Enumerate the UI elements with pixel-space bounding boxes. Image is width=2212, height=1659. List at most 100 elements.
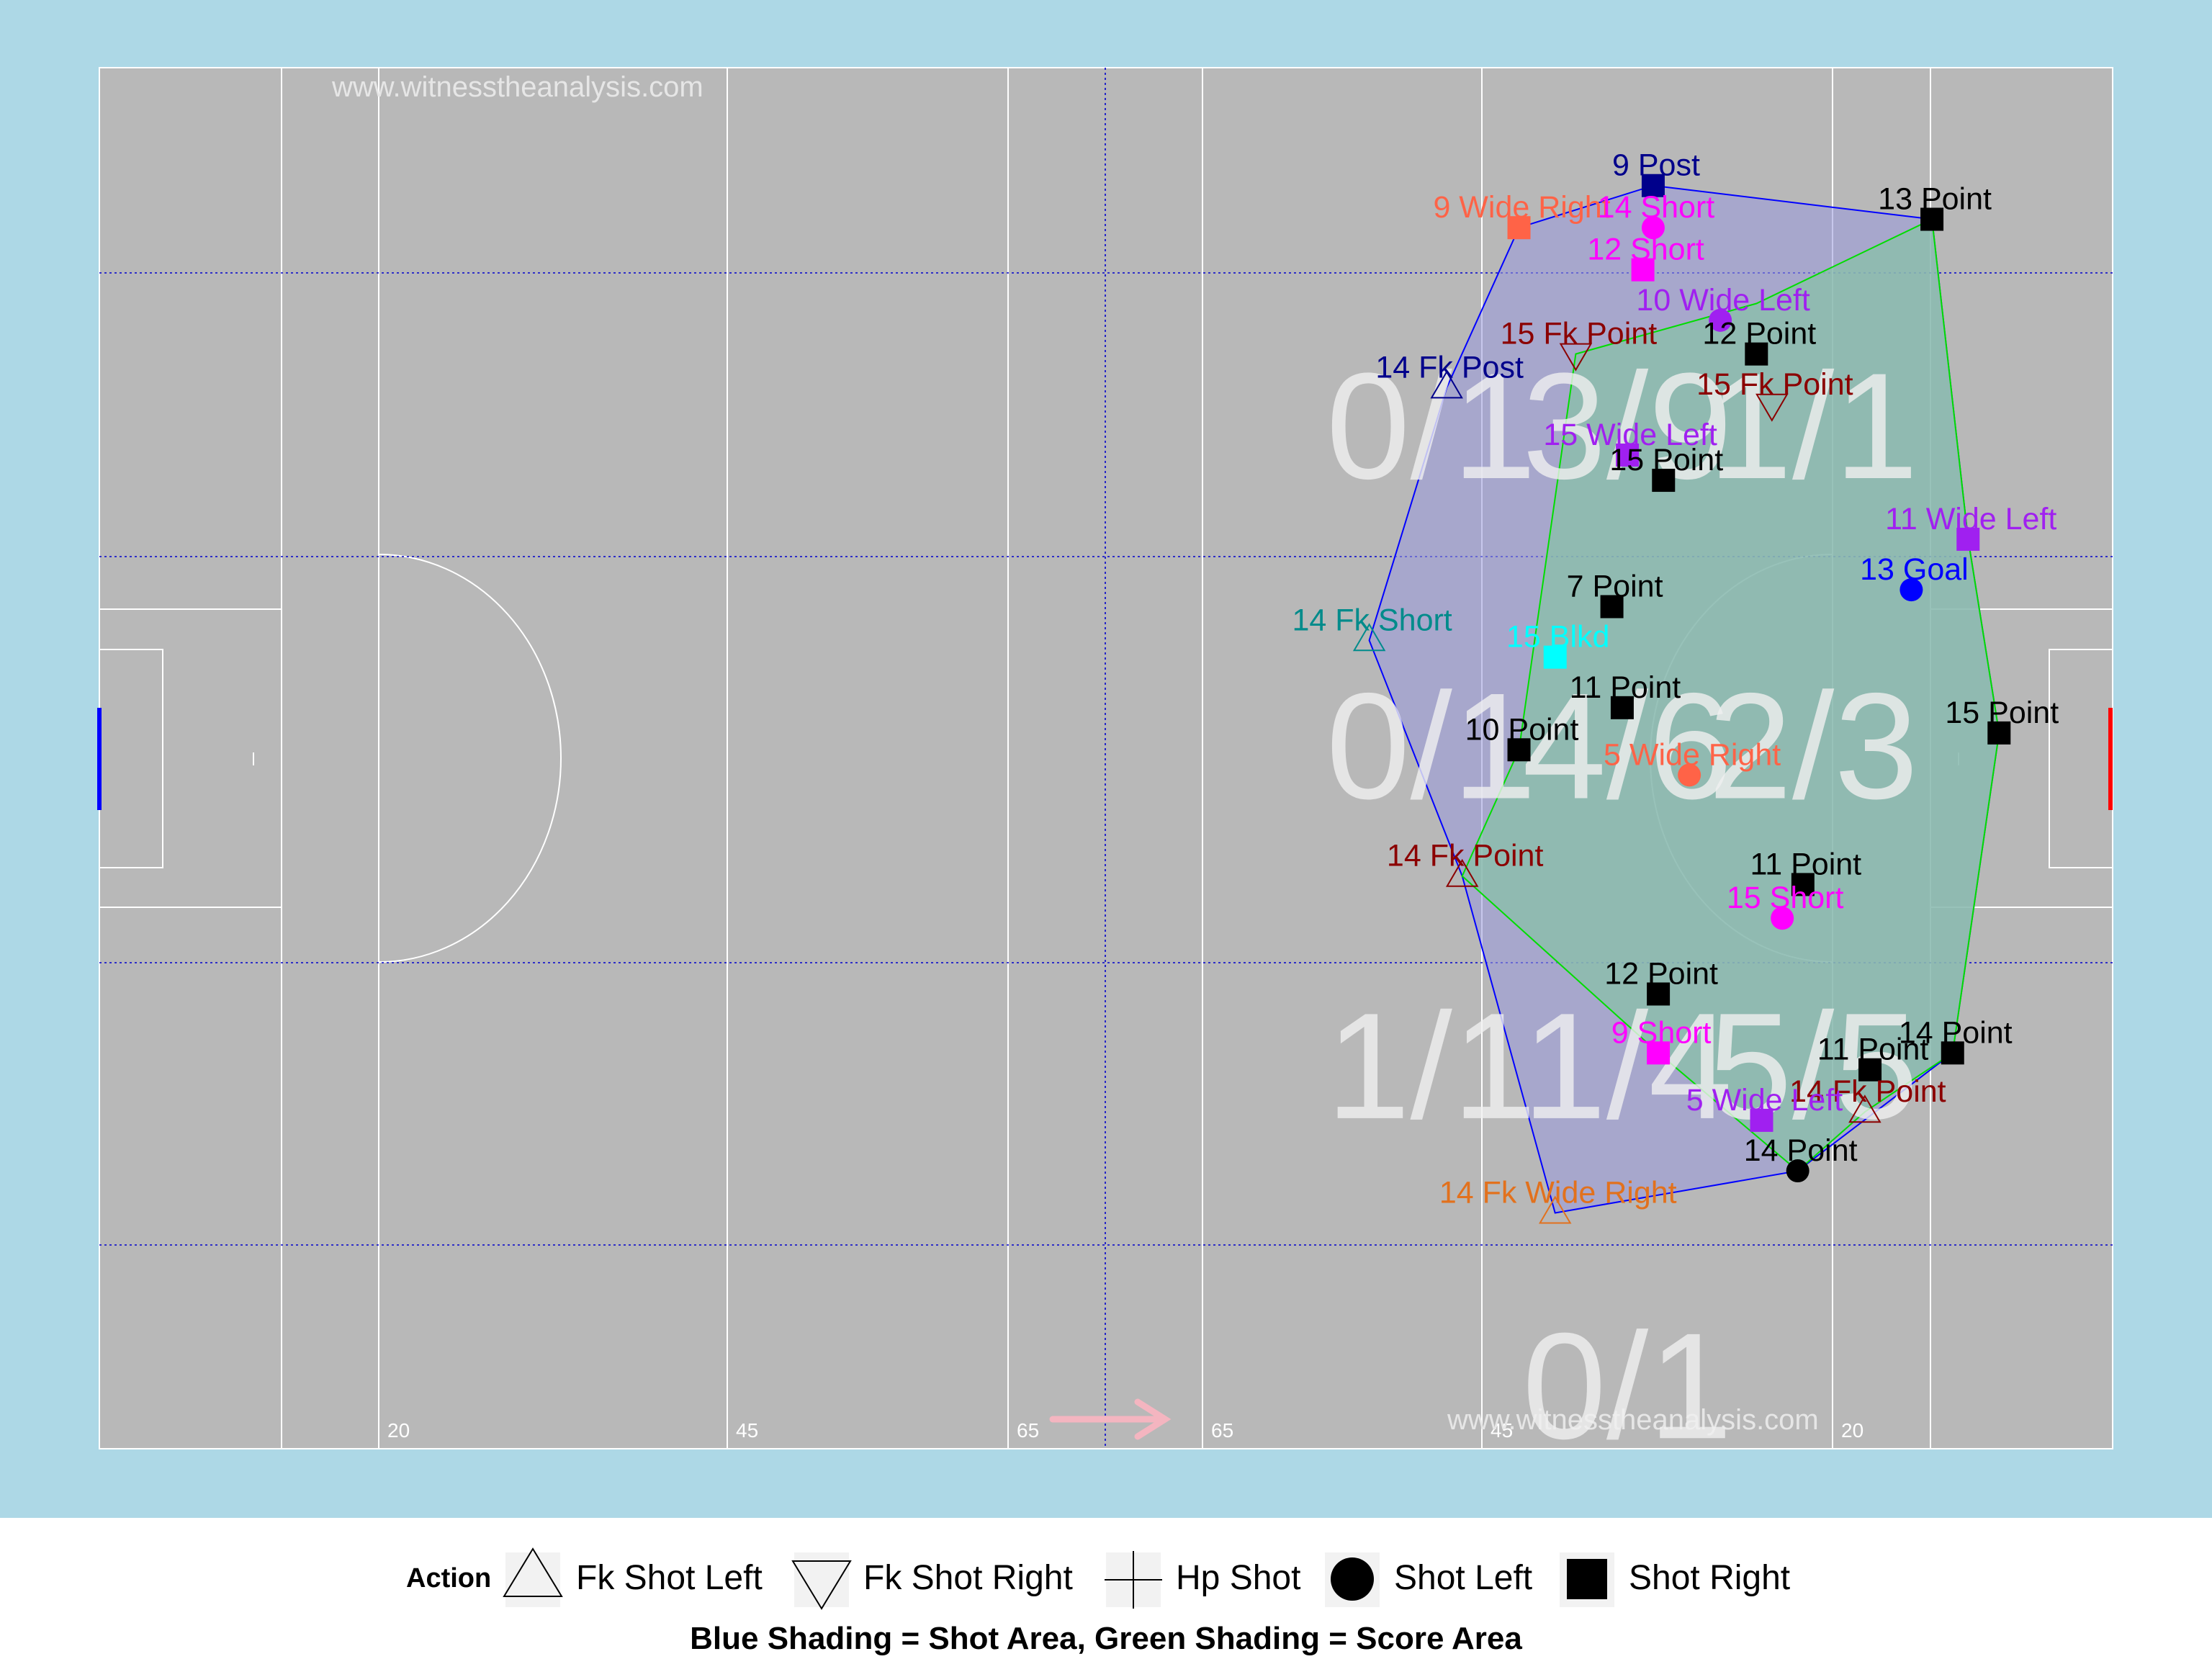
shot-label: 14 Fk Short [1292, 603, 1452, 637]
shot-point: 11 Wide Left [1885, 502, 2056, 551]
shot-label: 14 Fk Point [1789, 1074, 1946, 1109]
shot-left-marker [1899, 578, 1923, 602]
shot-left-marker [1709, 308, 1732, 332]
legend-caption: Blue Shading = Shot Area, Green Shading … [690, 1621, 1522, 1656]
shot-point: 14 Point [1899, 1015, 2013, 1065]
zone-label: 3/9 [1522, 341, 1732, 511]
goal-right [2108, 708, 2113, 810]
shot-label: 15 Point [1609, 443, 1723, 477]
legend: Action Fk Shot Left Fk Shot Right Hp Sho… [406, 1547, 1790, 1656]
legend-item-shot-right: Shot Right [1560, 1552, 1790, 1607]
shot-label: 5 Wide Left [1686, 1083, 1843, 1118]
zone-label: 1/4 [1522, 981, 1732, 1151]
legend-plus-icon [1105, 1551, 1162, 1609]
shot-point: 10 Point [1465, 712, 1579, 762]
shot-point: 11 Point [1750, 847, 1862, 896]
fk-shot-left-marker [1848, 1094, 1881, 1123]
shot-left-marker [1786, 1159, 1809, 1183]
legend-label: Shot Right [1629, 1559, 1790, 1597]
fk-shot-right-marker [1559, 343, 1593, 372]
shot-right-marker [1616, 443, 1640, 467]
shot-label: 11 Wide Left [1885, 502, 2056, 536]
shot-label: 14 Fk Wide Right [1439, 1176, 1677, 1210]
fk-shot-left-marker [1538, 1195, 1572, 1224]
shot-point: 14 Point [1744, 1133, 1858, 1183]
watermark-text: www.witnesstheanalysis.com [1447, 1404, 1819, 1436]
shot-label: 5 Wide Right [1604, 737, 1781, 772]
shot-point: 15 Wide Left [1543, 418, 1717, 467]
fk-shot-left-marker [1352, 623, 1386, 652]
legend-item-shot-left: Shot Left [1325, 1552, 1532, 1607]
shot-label: 14 Fk Point [1387, 839, 1544, 873]
shot-label: 15 Fk Point [1501, 317, 1658, 351]
shot-label: 11 Point [1817, 1033, 1929, 1067]
shot-point: 14 Fk Short [1292, 603, 1452, 652]
shot-label: 12 Short [1587, 233, 1704, 267]
shot-label: 15 Short [1727, 881, 1844, 915]
legend-label: Fk Shot Left [576, 1559, 763, 1597]
shot-right-marker [1987, 721, 2011, 745]
pitch-marker-label: 65 [1017, 1419, 1039, 1442]
pitch-marker-label: 20 [1841, 1419, 1863, 1442]
legend-item-fk-shot-left: Fk Shot Left [503, 1547, 763, 1607]
pitch-markers: 20 45 65 65 45 20 [387, 1419, 1863, 1442]
shot-label: 11 Point [1750, 847, 1862, 881]
shot-label: 13 Goal [1860, 552, 1969, 587]
legend-label: Fk Shot Right [863, 1559, 1073, 1597]
shot-point: 9 Wide Right [1433, 190, 1611, 240]
shot-label: 10 Wide Left [1636, 283, 1809, 318]
shot-label: 14 Fk Post [1375, 350, 1524, 385]
pitch-marker-label: 45 [736, 1419, 758, 1442]
zone-label: 4/6 [1522, 661, 1732, 830]
legend-circle-icon [1331, 1557, 1374, 1601]
shot-point: 14 Fk Point [1387, 839, 1544, 887]
shot-label: 9 Wide Right [1433, 190, 1610, 225]
watermarks: www.witnesstheanalysis.com www.witnessthe… [331, 71, 1819, 1436]
arc-left [378, 554, 562, 963]
shot-point: 14 Fk Wide Right [1439, 1176, 1677, 1224]
shot-point: 11 Point [1817, 1033, 1929, 1082]
shot-label: 15 Fk Point [1696, 367, 1853, 402]
legend-item-fk-shot-right: Fk Shot Right [791, 1552, 1073, 1610]
pitch-marker-label: 65 [1211, 1419, 1233, 1442]
pitch-marker-label: 45 [1491, 1419, 1513, 1442]
goal-left [97, 708, 102, 810]
fk-shot-right-marker [1755, 393, 1789, 422]
shot-point: 15 Point [1945, 696, 2059, 745]
shot-right-marker [1858, 1058, 1882, 1082]
shot-right-marker [1507, 738, 1531, 762]
shot-right-marker [1956, 527, 1980, 551]
shot-label: 15 Point [1945, 696, 2059, 730]
shot-label: 10 Point [1465, 712, 1579, 747]
shot-point: 13 Point [1878, 182, 1992, 231]
shot-label: 7 Point [1567, 569, 1663, 603]
shot-right-marker [1791, 873, 1815, 896]
shot-point: 15 Fk Point [1696, 367, 1853, 422]
shot-point: 9 Short [1611, 1015, 1711, 1065]
shot-point: 15 Fk Point [1501, 317, 1658, 372]
shot-label: 15 Blkd [1506, 620, 1609, 655]
shot-right-marker [1941, 1041, 1964, 1065]
legend-title: Action [406, 1563, 491, 1593]
shot-label: 14 Point [1744, 1133, 1858, 1168]
areas [1368, 184, 2000, 1214]
zone-label: 0/1 [1326, 341, 1537, 511]
shot-point: 13 Goal [1860, 552, 1969, 602]
shot-right-marker [1750, 1108, 1773, 1132]
shot-label: 11 Point [1570, 670, 1681, 705]
shot-point: 11 Point [1570, 670, 1681, 719]
shot-point: 5 Wide Left [1686, 1083, 1843, 1132]
shot-point: 15 Blkd [1506, 620, 1609, 669]
zones: 0/13/91/10/14/62/31/11/45/50/1 [1326, 341, 1918, 1470]
shot-left-marker [1771, 907, 1794, 930]
shot-point: 9 Post [1612, 148, 1700, 197]
shot-point: 15 Short [1727, 881, 1844, 930]
shot-point: 10 Wide Left [1636, 283, 1810, 332]
shot-point: 14 Short [1598, 190, 1714, 240]
legend-label: Shot Left [1394, 1559, 1532, 1597]
shot-point: 15 Point [1609, 443, 1723, 493]
zone-label: 0/1 [1522, 1301, 1732, 1470]
fk-shot-left-marker [1445, 858, 1479, 887]
